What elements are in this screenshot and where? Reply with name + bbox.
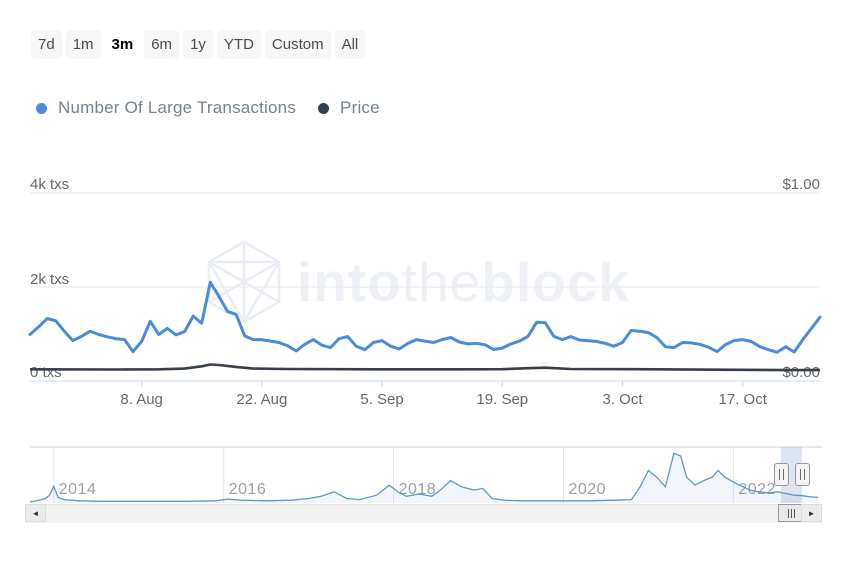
- y-axis-label-4k: 4k txs: [30, 176, 70, 193]
- watermark-into: into: [297, 251, 402, 313]
- x-axis-label: 22. Aug: [236, 391, 288, 408]
- transactions-series-marker-icon: [36, 102, 47, 114]
- scroll-right-arrow-icon: ►: [807, 508, 816, 518]
- navigator-left-handle[interactable]: [773, 463, 789, 486]
- range-button-all[interactable]: All: [334, 30, 366, 59]
- price-series-marker-icon: [318, 102, 330, 114]
- x-axis-label: 5. Sep: [360, 391, 404, 408]
- y-axis-label-2k: 2k txs: [30, 271, 70, 288]
- scrollbar-left-button[interactable]: ◄: [25, 504, 46, 522]
- watermark-the: the: [401, 251, 482, 313]
- watermark-text: intotheblock: [297, 238, 630, 326]
- legend-item-price[interactable]: Price: [318, 98, 380, 118]
- x-axis-label: 19. Sep: [476, 391, 529, 408]
- range-button-1y[interactable]: 1y: [183, 30, 213, 59]
- scroll-left-arrow-icon: ◄: [31, 508, 40, 518]
- price-series-line[interactable]: [29, 363, 820, 372]
- navigator-year-label: 2016: [228, 481, 267, 498]
- navigator-year-label: 2018: [398, 481, 437, 498]
- range-button-3m[interactable]: 3m: [104, 30, 141, 59]
- navigator-year-label: 2020: [568, 481, 607, 498]
- legend-item-transactions[interactable]: Number Of Large Transactions: [36, 98, 296, 118]
- price-axis-label-0dollar: $0.00: [782, 364, 820, 381]
- range-button-ytd[interactable]: YTD: [216, 30, 261, 59]
- scrollbar-track[interactable]: [25, 504, 822, 523]
- intotheblock-watermark: intotheblock: [205, 238, 630, 326]
- x-axis-label: 8. Aug: [120, 391, 163, 408]
- scrollbar-thumb[interactable]: [777, 504, 806, 522]
- legend-label-price: Price: [340, 98, 380, 117]
- navigator-right-handle[interactable]: [795, 463, 811, 486]
- y-axis-label-0: 0 txs: [30, 364, 62, 381]
- range-button-7d[interactable]: 7d: [31, 30, 62, 59]
- price-axis-label-1dollar: $1.00: [782, 176, 820, 193]
- legend-label-transactions: Number Of Large Transactions: [58, 98, 297, 117]
- x-axis-label: 17. Oct: [718, 391, 767, 408]
- x-axis-label: 3. Oct: [602, 391, 643, 408]
- range-selector: 7d 1m 3m 6m 1y YTD Custom All: [31, 30, 366, 59]
- watermark-block: block: [481, 251, 630, 313]
- navigator-year-label: 2014: [58, 481, 97, 498]
- range-button-6m[interactable]: 6m: [144, 30, 180, 59]
- navigator-year-label: 2022: [738, 481, 776, 498]
- legend: Number Of Large Transactions Price: [36, 98, 380, 118]
- intotheblock-logo-icon: [207, 240, 281, 324]
- range-button-1m[interactable]: 1m: [65, 30, 101, 59]
- transactions-series-line[interactable]: [28, 280, 822, 354]
- range-button-custom[interactable]: Custom: [264, 30, 331, 59]
- scrollbar-right-button[interactable]: ►: [801, 504, 822, 522]
